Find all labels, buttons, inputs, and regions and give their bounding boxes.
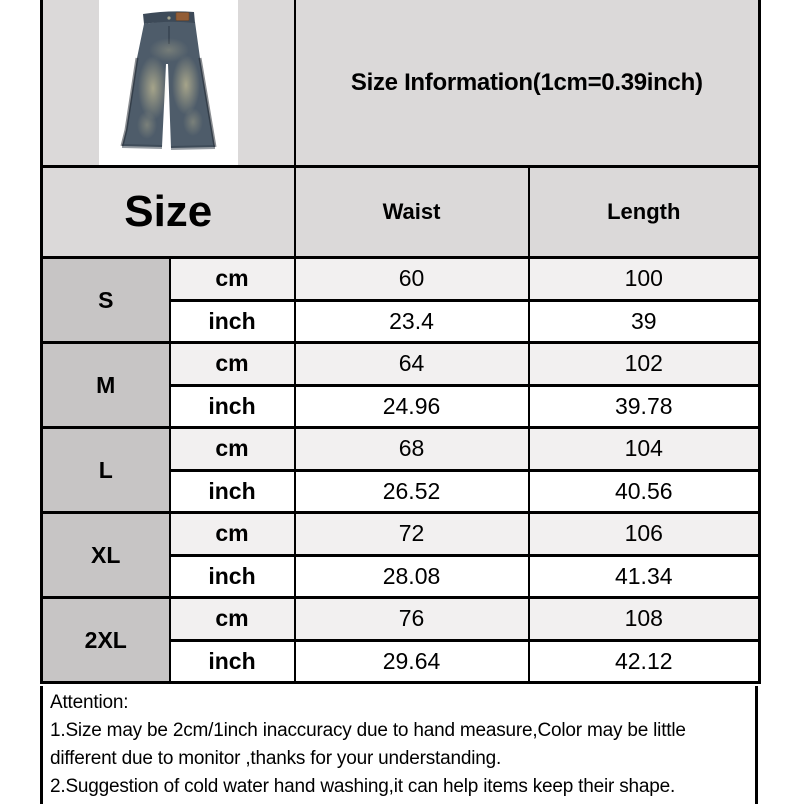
column-header-length: Length [527, 165, 762, 259]
attention-line-2: different due to monitor ,thanks for you… [50, 748, 502, 769]
unit-label-cm: cm [168, 341, 296, 387]
unit-label-cm: cm [168, 426, 296, 472]
length-cm-value: 106 [527, 511, 762, 557]
length-inch-value: 39.78 [527, 384, 762, 429]
length-cm-value: 108 [527, 596, 762, 642]
size-label: XL [40, 511, 171, 599]
size-information-title-cell: Size Information(1cm=0.39inch) [293, 0, 762, 168]
waist-cm-value: 60 [293, 256, 530, 302]
waist-inch-value: 23.4 [293, 299, 530, 344]
waist-inch-value: 28.08 [293, 554, 530, 599]
size-row-inch: inch 29.64 42.12 [42, 639, 762, 684]
size-row-inch: inch 28.08 41.34 [42, 554, 762, 599]
size-row-inch: inch 23.4 39 [42, 299, 762, 344]
column-header-size: Size [40, 165, 296, 259]
length-inch-value: 41.34 [527, 554, 762, 599]
attention-note: Attention: 1.Size may be 2cm/1inch inacc… [40, 686, 758, 804]
unit-label-cm: cm [168, 596, 296, 642]
waist-inch-value: 24.96 [293, 384, 530, 429]
size-label: M [40, 341, 171, 429]
unit-label-cm: cm [168, 256, 296, 302]
length-cm-value: 100 [527, 256, 762, 302]
unit-label-cm: cm [168, 511, 296, 557]
waist-inch-value: 29.64 [293, 639, 530, 684]
size-row-cm: XL cm 72 106 [40, 511, 762, 599]
size-row-cm: 2XL cm 76 108 [40, 596, 762, 684]
unit-label-inch: inch [168, 384, 296, 429]
waist-cm-value: 64 [293, 341, 530, 387]
length-cm-value: 104 [527, 426, 762, 472]
unit-label-inch: inch [168, 299, 296, 344]
unit-label-inch: inch [168, 469, 296, 514]
length-inch-value: 39 [527, 299, 762, 344]
attention-line-1: 1.Size may be 2cm/1inch inaccuracy due t… [50, 720, 686, 741]
product-image-cell [40, 0, 296, 168]
unit-label-inch: inch [168, 639, 296, 684]
size-table: Size Information(1cm=0.39inch) Size Wais… [40, 0, 762, 684]
size-label: L [40, 426, 171, 514]
waist-cm-value: 76 [293, 596, 530, 642]
attention-heading: Attention: [50, 692, 129, 713]
size-row-inch: inch 26.52 40.56 [42, 469, 762, 514]
waist-inch-value: 26.52 [293, 469, 530, 514]
unit-label-inch: inch [168, 554, 296, 599]
jeans-product-image [120, 11, 217, 150]
product-photo [98, 0, 238, 164]
size-label: S [40, 256, 171, 344]
top-section: Size Information(1cm=0.39inch) [40, 0, 762, 168]
page-title: Size Information(1cm=0.39inch) [350, 68, 703, 96]
size-row-inch: inch 24.96 39.78 [42, 384, 762, 429]
table-header-row: Size Waist Length [40, 165, 762, 259]
length-cm-value: 102 [527, 341, 762, 387]
waist-cm-value: 68 [293, 426, 530, 472]
length-inch-value: 42.12 [527, 639, 762, 684]
column-header-waist: Waist [293, 165, 530, 259]
length-inch-value: 40.56 [527, 469, 762, 514]
waist-cm-value: 72 [293, 511, 530, 557]
attention-line-3: 2.Suggestion of cold water hand washing,… [50, 776, 676, 797]
size-label: 2XL [40, 596, 171, 684]
